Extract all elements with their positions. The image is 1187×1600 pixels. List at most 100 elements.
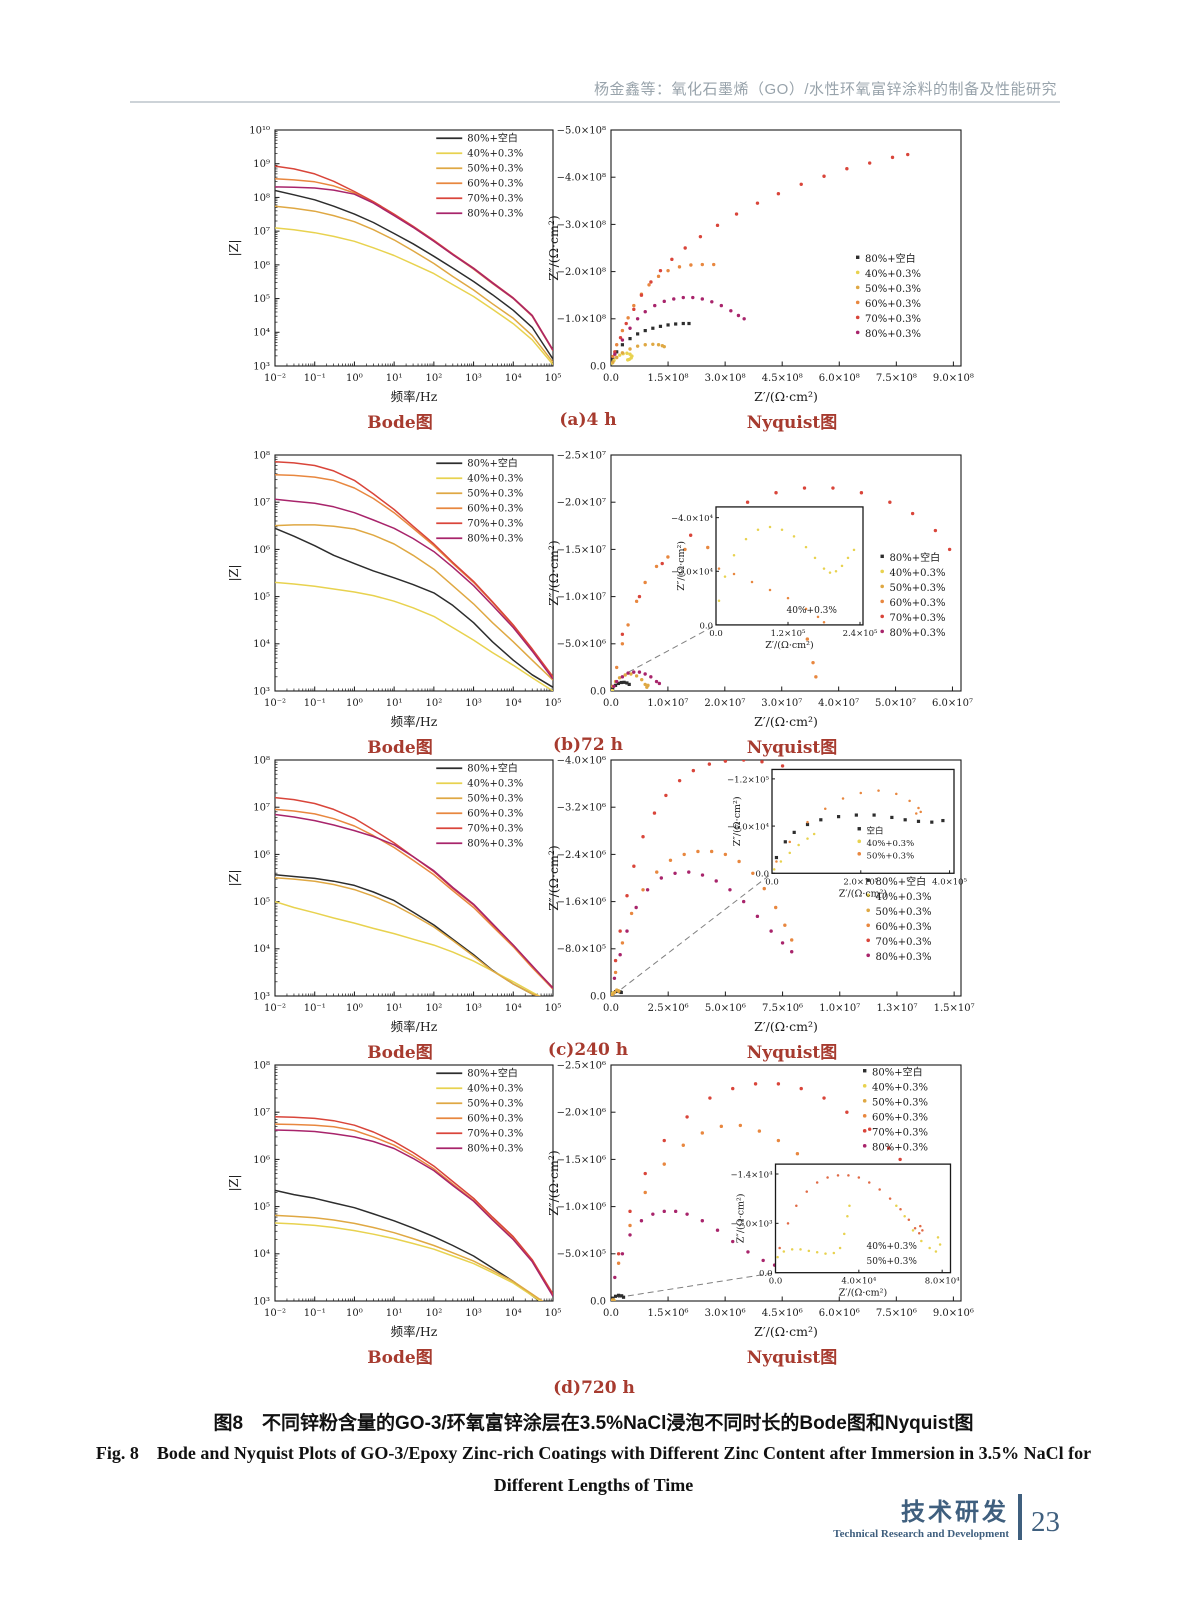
series-40%+0.3% — [275, 227, 553, 366]
svg-text:10⁸: 10⁸ — [253, 450, 270, 461]
svg-text:60%+0.3%: 60%+0.3% — [467, 504, 523, 515]
svg-text:−3.2×10⁶: −3.2×10⁶ — [557, 803, 606, 814]
series-40%+0.3% — [275, 900, 541, 996]
svg-text:80%+空白: 80%+空白 — [467, 457, 518, 470]
chart-legend: 空白 40%+0.3% 50%+0.3% — [857, 826, 914, 862]
svg-text:7.5×10⁸: 7.5×10⁸ — [876, 373, 917, 384]
footer-section: 技术研发 Technical Research and Development — [833, 1492, 1009, 1540]
svg-text:9.0×10⁸: 9.0×10⁸ — [933, 373, 974, 384]
series-空白 — [774, 813, 945, 860]
svg-text:Z″/(Ω·cm²): Z″/(Ω·cm²) — [732, 796, 743, 846]
bode-chart-72h: 10⁻² 10⁻¹ 10⁰ 10¹ 10² 10³ 10⁴ 10⁵ 10³ 10⁴ 10⁵ 10⁶ 10… — [226, 450, 561, 729]
svg-text:10⁰: 10⁰ — [346, 373, 363, 384]
series-50%+0.3% — [611, 1298, 616, 1301]
svg-text:0.0: 0.0 — [755, 870, 769, 880]
svg-text:80%+0.3%: 80%+0.3% — [872, 1143, 928, 1154]
chart-nyquist-720h-inset: 0.0 4.0×10⁴ 8.0×10⁴ 0.0 −7.0×10³ −1.4×10⁴ Z′/(… — [731, 1163, 960, 1299]
series-80%+空白 — [611, 321, 691, 361]
series-40%+0.3% — [776, 1204, 942, 1259]
series-80%+0.3% — [275, 813, 553, 989]
nyquist-chart-4h: 0.0 1.5×10⁸ 3.0×10⁸ 4.5×10⁸ 6.0×10⁸ 7.5×10⁸ 9.… — [546, 125, 974, 404]
svg-text:−1.0×10⁸: −1.0×10⁸ — [557, 314, 606, 325]
chart-legend: 80%+空白 40%+0.3% 50%+0.3% 60%+0.3% 70%+0.3% 80… — [862, 1066, 928, 1154]
svg-text:4.5×10⁶: 4.5×10⁶ — [762, 1308, 803, 1319]
svg-text:80%+空白: 80%+空白 — [876, 875, 927, 888]
svg-text:8.0×10⁴: 8.0×10⁴ — [925, 1277, 960, 1287]
svg-text:Z′/(Ω·cm²): Z′/(Ω·cm²) — [754, 1324, 818, 1339]
series-40%+0.3% — [275, 1222, 542, 1301]
svg-text:−7.0×10³: −7.0×10³ — [731, 1220, 773, 1230]
figure-caption-cn: 图8 不同锌粉含量的GO-3/环氧富锌涂层在3.5%NaCl浸泡不同时长的Bod… — [213, 1413, 974, 1434]
svg-text:−1.5×10⁷: −1.5×10⁷ — [557, 545, 606, 556]
series-80%+空白 — [275, 1189, 541, 1301]
svg-text:10⁻²: 10⁻² — [264, 373, 286, 384]
svg-text:10⁸: 10⁸ — [253, 755, 270, 766]
svg-text:1.5×10⁸: 1.5×10⁸ — [648, 373, 689, 384]
series-50%+0.3% — [275, 524, 553, 681]
svg-text:10¹: 10¹ — [386, 698, 403, 709]
svg-text:Z′/(Ω·cm²): Z′/(Ω·cm²) — [839, 888, 887, 899]
svg-text:0.0: 0.0 — [590, 686, 606, 697]
chart-nyquist-720h: 0.0 1.5×10⁶ 3.0×10⁶ 4.5×10⁶ 6.0×10⁶ 7.5×10⁶ 9.… — [546, 1060, 974, 1339]
svg-text:−2.0×10⁶: −2.0×10⁶ — [557, 1108, 606, 1119]
svg-text:4.0×10⁵: 4.0×10⁵ — [932, 877, 967, 887]
svg-text:1.0×10⁷: 1.0×10⁷ — [647, 698, 688, 709]
series-60%+0.3% — [616, 1123, 834, 1265]
svg-text:70%+0.3%: 70%+0.3% — [467, 824, 523, 835]
page-footer: 技术研发 Technical Research and Development … — [833, 1492, 1060, 1540]
svg-text:70%+0.3%: 70%+0.3% — [467, 519, 523, 530]
svg-text:7.5×10⁶: 7.5×10⁶ — [762, 1003, 803, 1014]
svg-text:10³: 10³ — [465, 1308, 482, 1319]
svg-text:10³: 10³ — [253, 686, 270, 697]
svg-text:10³: 10³ — [253, 361, 270, 372]
svg-text:Z′/(Ω·cm²): Z′/(Ω·cm²) — [839, 1288, 887, 1299]
svg-text:10⁰: 10⁰ — [346, 1308, 363, 1319]
series-70%+0.3% — [620, 486, 952, 637]
nyquist-caption-row4: Nyquist图 — [746, 1348, 838, 1368]
bode-chart-720h: 10⁻² 10⁻¹ 10⁰ 10¹ 10² 10³ 10⁴ 10⁵ 10³ 10⁴ 10⁵ 10⁶ 10… — [226, 1060, 561, 1339]
svg-text:10⁻¹: 10⁻¹ — [304, 1003, 326, 1014]
chart-bode-240h: 10⁻² 10⁻¹ 10⁰ 10¹ 10² 10³ 10⁴ 10⁵ 10³ 10⁴ 10⁵ 10⁶ 10… — [226, 755, 561, 1034]
svg-text:1.3×10⁷: 1.3×10⁷ — [876, 1003, 917, 1014]
bode-caption-row4: Bode图 — [367, 1348, 433, 1368]
svg-text:40%+0.3%: 40%+0.3% — [467, 149, 523, 160]
svg-text:4.0×10⁷: 4.0×10⁷ — [818, 698, 859, 709]
svg-text:50%+0.3%: 50%+0.3% — [467, 1099, 523, 1110]
svg-text:60%+0.3%: 60%+0.3% — [890, 598, 946, 609]
series-40%+0.3% — [772, 832, 816, 871]
svg-text:50%+0.3%: 50%+0.3% — [467, 164, 523, 175]
svg-text:10³: 10³ — [465, 373, 482, 384]
svg-text:空白: 空白 — [867, 826, 884, 837]
svg-text:10⁻²: 10⁻² — [264, 1003, 286, 1014]
footer-divider — [1018, 1494, 1022, 1540]
svg-text:0.0: 0.0 — [709, 629, 723, 639]
svg-text:10⁴: 10⁴ — [505, 698, 522, 709]
figure-caption-en: Fig. 8 Bode and Nyquist Plots of GO-3/Ep… — [95, 1443, 1092, 1495]
svg-text:10⁴: 10⁴ — [505, 373, 522, 384]
svg-text:50%+0.3%: 50%+0.3% — [467, 794, 523, 805]
svg-text:70%+0.3%: 70%+0.3% — [876, 937, 932, 948]
series-60%+0.3% — [275, 808, 553, 990]
svg-text:10²: 10² — [425, 373, 442, 384]
series-80%+空白 — [611, 680, 631, 690]
series-80%+0.3% — [275, 186, 553, 351]
svg-text:10⁵: 10⁵ — [545, 1003, 562, 1014]
svg-text:10⁶: 10⁶ — [253, 545, 270, 556]
svg-text:50%+0.3%: 50%+0.3% — [867, 852, 915, 862]
svg-text:−2.5×10⁷: −2.5×10⁷ — [557, 450, 606, 461]
svg-text:−5.0×10⁶: −5.0×10⁶ — [557, 639, 606, 650]
svg-text:0.0: 0.0 — [603, 373, 619, 384]
svg-text:Z′/(Ω·cm²): Z′/(Ω·cm²) — [754, 714, 818, 729]
chart-bode-4h: 10⁻² 10⁻¹ 10⁰ 10¹ 10² 10³ 10⁴ 10⁵ 10³ 10⁴ 10⁵ 10⁶ 10… — [226, 125, 561, 404]
svg-text:40%+0.3%: 40%+0.3% — [872, 1083, 928, 1094]
inset-connector-line — [617, 1272, 776, 1298]
svg-text:−8.0×10⁵: −8.0×10⁵ — [557, 944, 606, 955]
svg-text:10⁷: 10⁷ — [253, 803, 270, 814]
svg-text:70%+0.3%: 70%+0.3% — [467, 194, 523, 205]
svg-text:5.0×10⁷: 5.0×10⁷ — [875, 698, 916, 709]
nyquist-caption-row2: Nyquist图 — [746, 738, 838, 758]
svg-text:−1.0×10⁷: −1.0×10⁷ — [557, 592, 606, 603]
svg-text:10⁰: 10⁰ — [346, 1003, 363, 1014]
svg-text:10⁷: 10⁷ — [253, 227, 270, 238]
header-divider — [130, 101, 1060, 103]
